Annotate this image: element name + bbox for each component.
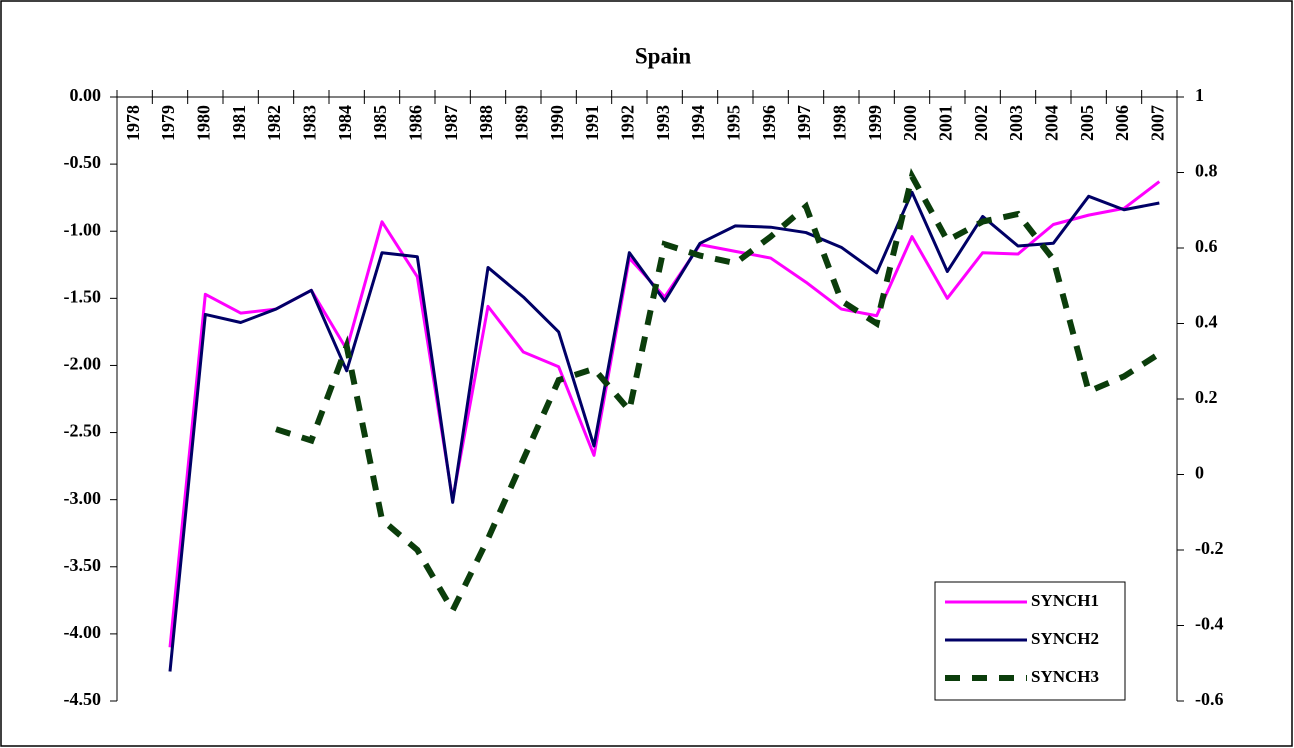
y-tick-label: -0.50: [64, 152, 102, 172]
x-tick-label: 2002: [971, 105, 991, 141]
legend: SYNCH1 SYNCH2 SYNCH3: [934, 581, 1126, 701]
x-tick-label: 1987: [441, 105, 461, 141]
x-tick-label: 2003: [1006, 105, 1026, 141]
y2-tick-label: -0.4: [1195, 614, 1224, 634]
x-tick-label: 1978: [123, 105, 143, 141]
x-tick-label: 1981: [229, 105, 249, 141]
x-tick-label: 1998: [829, 105, 849, 141]
y-tick-label: -3.50: [64, 555, 102, 575]
x-tick-label: 1980: [193, 105, 213, 141]
x-tick-label: 1990: [547, 105, 567, 141]
y-tick-label: -1.00: [64, 219, 102, 239]
x-tick-label: 1994: [688, 105, 708, 141]
y-tick-label: -2.00: [64, 354, 102, 374]
y2-tick-label: 1: [1195, 85, 1204, 105]
legend-label: SYNCH2: [1031, 629, 1099, 648]
x-tick-label: 1995: [723, 105, 743, 141]
y-tick-label: -4.50: [64, 689, 102, 709]
x-tick-label: 1984: [335, 105, 355, 141]
y2-tick-label: 0.6: [1195, 236, 1218, 256]
legend-label: SYNCH1: [1031, 591, 1099, 610]
legend-label: SYNCH3: [1031, 667, 1099, 686]
series-line: [168, 190, 1160, 672]
y2-tick-label: 0.8: [1195, 161, 1218, 181]
y2-tick-label: 0.2: [1195, 387, 1218, 407]
x-tick-label: 1985: [370, 105, 390, 141]
y2-tick-label: 0.4: [1195, 312, 1218, 332]
x-tick-label: 2005: [1077, 105, 1097, 141]
x-tick-label: 1983: [299, 105, 319, 141]
x-tick-label: 2000: [900, 105, 920, 141]
chart-title: Spain: [635, 43, 691, 68]
y-tick-label: -1.50: [64, 286, 102, 306]
x-tick-label: 1991: [582, 105, 602, 141]
series-line: [168, 180, 1161, 648]
x-tick-label: 2001: [935, 105, 955, 141]
x-tick-label: 1988: [476, 105, 496, 141]
y-tick-label: -3.00: [64, 488, 102, 508]
x-tick-label: 2006: [1112, 105, 1132, 141]
y2-tick-label: -0.2: [1195, 538, 1224, 558]
x-tick-label: 2007: [1147, 105, 1167, 141]
series-line: [275, 168, 1161, 617]
x-tick-label: 1999: [865, 105, 885, 141]
x-tick-label: 1996: [759, 105, 779, 141]
y-tick-label: -4.00: [64, 622, 102, 642]
x-tick-label: 1989: [511, 105, 531, 141]
x-tick-label: 1986: [405, 105, 425, 141]
x-tick-label: 2004: [1041, 105, 1061, 141]
x-tick-label: 1992: [617, 105, 637, 141]
y-tick-label: 0.00: [70, 85, 102, 105]
x-tick-label: 1982: [264, 105, 284, 141]
x-tick-label: 1993: [653, 105, 673, 141]
y2-tick-label: -0.6: [1195, 689, 1224, 709]
x-tick-label: 1997: [794, 105, 814, 141]
x-tick-label: 1979: [158, 105, 178, 141]
y2-tick-label: 0: [1195, 463, 1204, 483]
y-tick-label: -2.50: [64, 421, 102, 441]
